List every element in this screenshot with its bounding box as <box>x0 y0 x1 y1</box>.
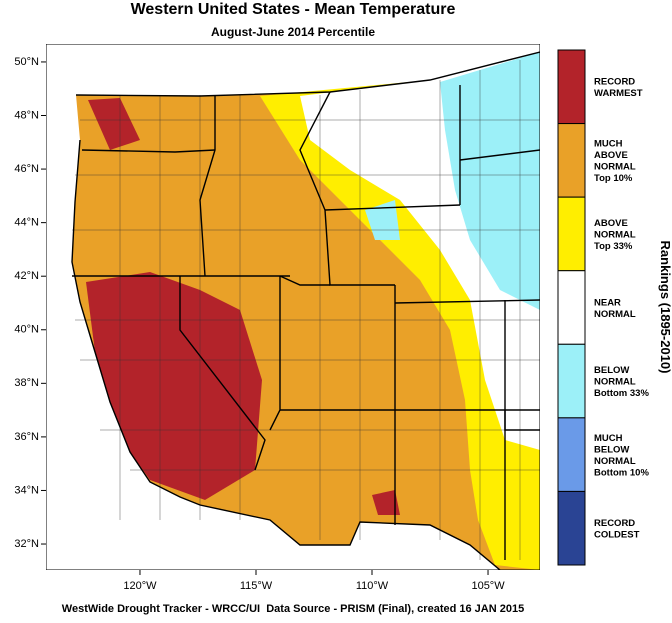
legend-label: NORMAL <box>594 377 636 388</box>
y-tick-label: 38°N <box>14 377 39 389</box>
y-tick-label: 32°N <box>14 538 39 550</box>
y-tick-label: 34°N <box>14 484 39 496</box>
legend-swatch <box>557 196 586 272</box>
title: Western United States - Mean Temperature <box>131 1 456 18</box>
map <box>46 44 540 570</box>
record-warm-area <box>88 98 400 515</box>
subtitle: August-June 2014 Percentile <box>211 25 375 39</box>
legend-label: Bottom 33% <box>594 388 649 399</box>
legend-title: Rankings (1895-2010) <box>658 241 672 374</box>
y-tick-label: 46°N <box>14 163 39 175</box>
legend-swatch <box>557 343 586 419</box>
y-tick-label: 42°N <box>14 270 39 282</box>
legend-label: RECORD <box>594 518 635 529</box>
y-tick-label: 44°N <box>14 217 39 229</box>
legend-label: MUCH <box>594 139 623 150</box>
legend-swatch <box>557 417 586 492</box>
county-lines <box>72 60 540 560</box>
legend-label: Top 33% <box>594 241 633 252</box>
legend-label: NEAR <box>594 297 621 308</box>
legend-label: NORMAL <box>594 309 636 320</box>
below-area <box>365 52 540 310</box>
legend-swatch <box>557 270 586 345</box>
legend-label: NORMAL <box>594 456 636 467</box>
axis-ticks: 50°N 48°N 46°N 44°N 42°N 40°N 38°N 36°N 34°N 32°N… <box>14 56 505 592</box>
legend-label: BELOW <box>594 444 629 455</box>
legend-label: MUCH <box>594 433 623 444</box>
legend-label: COLDEST <box>594 529 640 540</box>
legend-swatch <box>557 490 586 566</box>
record-warm-area <box>86 272 262 500</box>
y-tick-label: 48°N <box>14 109 39 121</box>
legend-label: NORMAL <box>594 229 636 240</box>
legend-label: NORMAL <box>594 162 636 173</box>
legend-swatch <box>557 49 586 125</box>
legend-label: ABOVE <box>594 218 628 229</box>
y-tick-label: 40°N <box>14 324 39 336</box>
legend: Rankings (1895-2010) RECORDWARMESTMUCHAB… <box>557 49 672 566</box>
y-tick-label: 36°N <box>14 431 39 443</box>
footer: WestWide Drought Tracker - WRCC/UI Data … <box>62 603 524 615</box>
x-tick-label: 105°W <box>471 580 505 592</box>
legend-label: Top 10% <box>594 173 633 184</box>
x-tick-label: 115°W <box>240 580 273 592</box>
legend-label: Bottom 10% <box>594 467 649 478</box>
x-tick-label: 110°W <box>356 580 389 592</box>
legend-label: RECORD <box>594 77 635 88</box>
y-tick-label: 50°N <box>14 56 39 68</box>
legend-swatch <box>557 123 586 198</box>
legend-label: BELOW <box>594 365 629 376</box>
legend-label: ABOVE <box>594 150 628 161</box>
state-borders <box>71 51 540 570</box>
legend-label: WARMEST <box>594 88 643 99</box>
x-tick-label: 120°W <box>123 580 157 592</box>
